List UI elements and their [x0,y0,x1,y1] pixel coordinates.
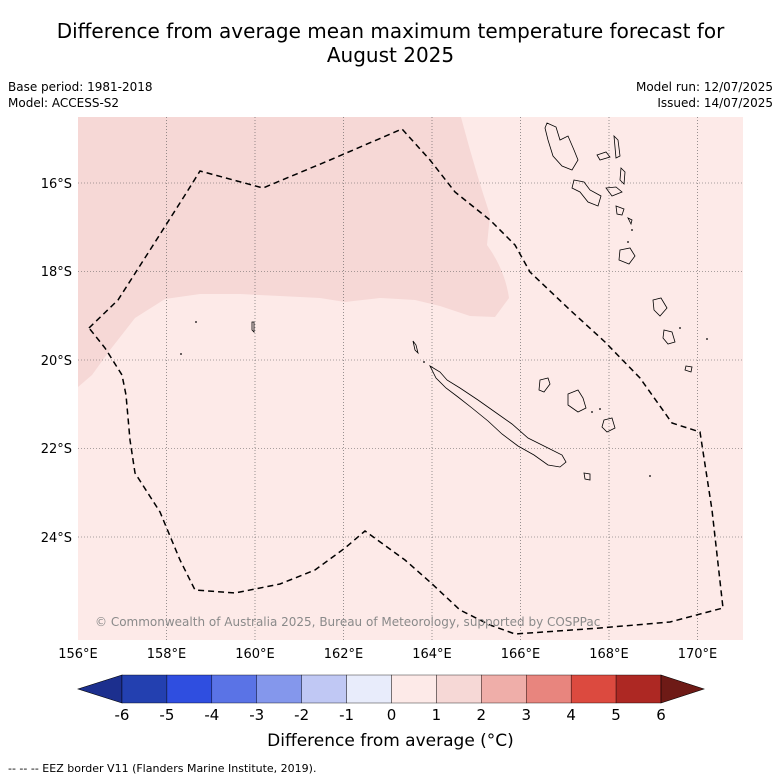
island-tanna [662,329,676,345]
meta-right: Model run: 12/07/2025 Issued: 14/07/2025 [636,79,773,111]
colorbar-tick-label: 6 [656,706,666,724]
lat-tick-20s: 20°S [41,354,72,369]
issued-date: Issued: 14/07/2025 [657,96,773,110]
island-erromango [652,297,668,317]
lon-tick-160e: 160°E [235,647,275,662]
colorbar [77,674,705,704]
lat-tick-16s: 16°S [41,177,72,192]
lon-tick-170e: 170°E [678,647,718,662]
island-shepherd [627,217,633,226]
gridlines [78,117,743,640]
lon-tick-164e: 164°E [412,647,452,662]
title-line-2: August 2025 [326,43,455,67]
lat-tick-labels: 16°S 18°S 20°S 22°S 24°S [41,177,72,546]
colorbar-tick-label: -1 [339,706,354,724]
island-efate [618,247,636,265]
base-period: Base period: 1981-2018 [8,80,153,94]
island-pentecost [619,167,626,185]
lat-tick-22s: 22°S [41,442,72,457]
island-new-caledonia-main [429,364,567,468]
colorbar-tick-label: 0 [387,706,397,724]
island-isle-of-pines [583,472,591,481]
island-chesterfield-1 [251,321,255,333]
islands [251,122,693,481]
island-maewo [613,134,621,159]
lon-tick-166e: 166°E [501,647,541,662]
colorbar-segment [301,674,347,704]
small-islets [180,229,708,477]
lon-tick-158e: 158°E [147,647,187,662]
meta-left: Base period: 1981-2018 Model: ACCESS-S2 [8,79,153,111]
colorbar-segment [256,674,302,704]
colorbar-tick-label: 4 [566,706,576,724]
lat-tick-18s: 18°S [41,265,72,280]
lat-tick-24s: 24°S [41,531,72,546]
colorbar-segment [615,674,662,704]
island-malekula [571,179,602,207]
colorbar-tick-label: 2 [477,706,487,724]
island-lifou [567,389,587,413]
lon-tick-labels: 156°E 158°E 160°E 162°E 164°E 166°E 168°… [58,647,717,662]
island-ambae [596,151,611,161]
lon-tick-168e: 168°E [589,647,629,662]
model-run: Model run: 12/07/2025 [635,80,773,94]
island-mare [601,417,616,433]
eez-footnote: -- -- -- EEZ border V11 (Flanders Marine… [8,762,317,775]
island-belep [412,340,419,355]
colorbar-tick-label: 3 [521,706,531,724]
colorbar-extend-high [660,674,705,704]
map-copyright: © Commonwealth of Australia 2025, Bureau… [95,615,600,629]
island-ouvea [538,377,551,393]
lon-tick-156e: 156°E [58,647,98,662]
anomaly-region-1-2 [78,117,509,387]
colorbar-tick-label: -6 [115,706,130,724]
colorbar-tick-label: 1 [432,706,442,724]
colorbar-tick-label: -2 [294,706,309,724]
colorbar-tick-label: -4 [204,706,219,724]
colorbar-tick-label: 5 [611,706,621,724]
chart-title: Difference from average mean maximum tem… [0,19,781,67]
lon-tick-162e: 162°E [324,647,364,662]
colorbar-segment [211,674,257,704]
colorbar-label: Difference from average (°C) [267,731,514,751]
colorbar-extend-low [77,674,123,704]
colorbar-tick-labels: -6 -5 -4 -3 -2 -1 0 1 2 3 4 5 6 [115,706,666,724]
colorbar-segment [121,674,168,704]
colorbar-tick-label: -5 [159,706,174,724]
colorbar-tick-label: -3 [249,706,264,724]
colorbar-segment [436,674,482,704]
model-name: Model: ACCESS-S2 [8,96,120,110]
title-line-1: Difference from average mean maximum tem… [56,19,725,43]
colorbar-segment [570,674,617,704]
colorbar-segment [481,674,527,704]
colorbar-segment [346,674,392,704]
island-epi [615,205,625,216]
colorbar-segment [526,674,572,704]
island-espiritu-santo [544,122,579,171]
colorbar-segment [391,674,437,704]
island-ambrym [605,186,623,197]
eez-border [87,128,724,635]
island-aneityum [684,365,693,373]
colorbar-segment [166,674,213,704]
